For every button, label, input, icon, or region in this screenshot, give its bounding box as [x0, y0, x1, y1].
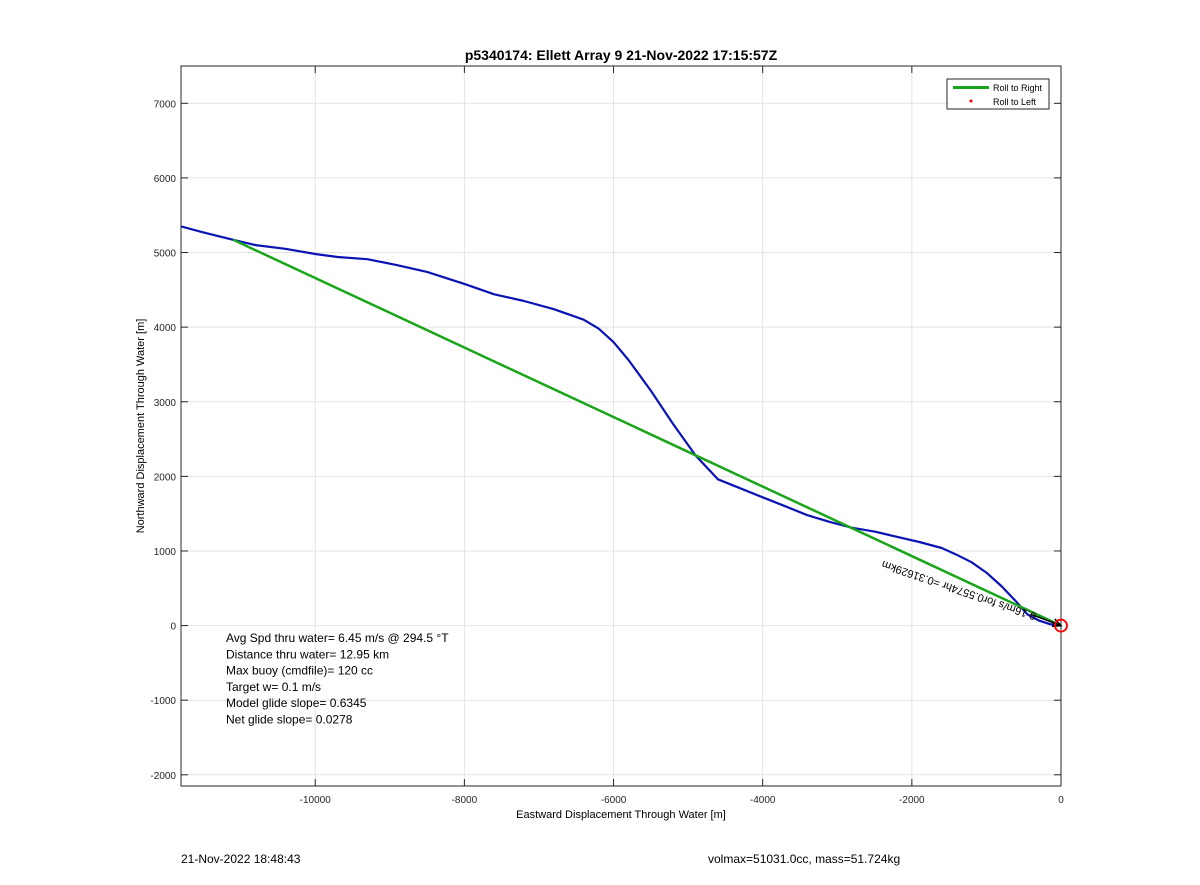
- plot-series: [181, 225, 1061, 627]
- y-tick-label: 5000: [154, 249, 177, 260]
- x-tick-label: -10000: [300, 795, 332, 806]
- y-tick-label: 6000: [154, 174, 177, 185]
- stats-line: Model glide slope= 0.6345: [226, 696, 367, 710]
- x-axis-label: Eastward Displacement Through Water [m]: [516, 809, 726, 821]
- net-track-line: [232, 238, 1061, 627]
- y-tick-label: 2000: [154, 472, 177, 483]
- end-position-marker: [1054, 618, 1068, 633]
- y-tick-label: 4000: [154, 323, 177, 334]
- x-tick-label: -2000: [899, 795, 925, 806]
- x-tick-label: -4000: [750, 795, 776, 806]
- stats-line: Avg Spd thru water= 6.45 m/s @ 294.5 °T: [226, 631, 449, 645]
- y-tick-label: 7000: [154, 99, 177, 110]
- stats-line: Target w= 0.1 m/s: [226, 680, 321, 694]
- x-tick-label: -8000: [452, 795, 478, 806]
- legend-dot-swatch: [969, 99, 973, 103]
- stats-line: Distance thru water= 12.95 km: [226, 647, 389, 661]
- x-tick-label: -6000: [601, 795, 627, 806]
- stats-line: Max buoy (cmdfile)= 120 cc: [226, 664, 373, 678]
- stats-line: Net glide slope= 0.0278: [226, 713, 353, 727]
- axes: -10000 -8000 -6000 -4000 -2000 0-2000-1000010…: [150, 65, 1064, 806]
- legend-box: [946, 78, 1050, 110]
- y-tick-label: 1000: [154, 547, 177, 558]
- legend: Roll to Right Roll to Left: [946, 78, 1050, 110]
- y-tick-label: 0: [170, 622, 176, 633]
- footer-timestamp: 21-Nov-2022 18:48:43: [181, 852, 301, 866]
- x-tick-label: 0: [1058, 795, 1064, 806]
- y-tick-label: 3000: [154, 398, 177, 409]
- chart-title: p5340174: Ellett Array 9 21-Nov-2022 17:…: [465, 47, 778, 63]
- y-axis-label: Northward Displacement Through Water [m]: [135, 319, 147, 534]
- legend-label: Roll to Right: [993, 83, 1043, 93]
- footer-info: volmax=51031.0cc, mass=51.724kg: [708, 852, 901, 866]
- y-tick-label: -1000: [150, 696, 176, 707]
- plot-frame: [180, 65, 1062, 787]
- legend-label: Roll to Left: [993, 97, 1037, 107]
- y-tick-label: -2000: [150, 771, 176, 782]
